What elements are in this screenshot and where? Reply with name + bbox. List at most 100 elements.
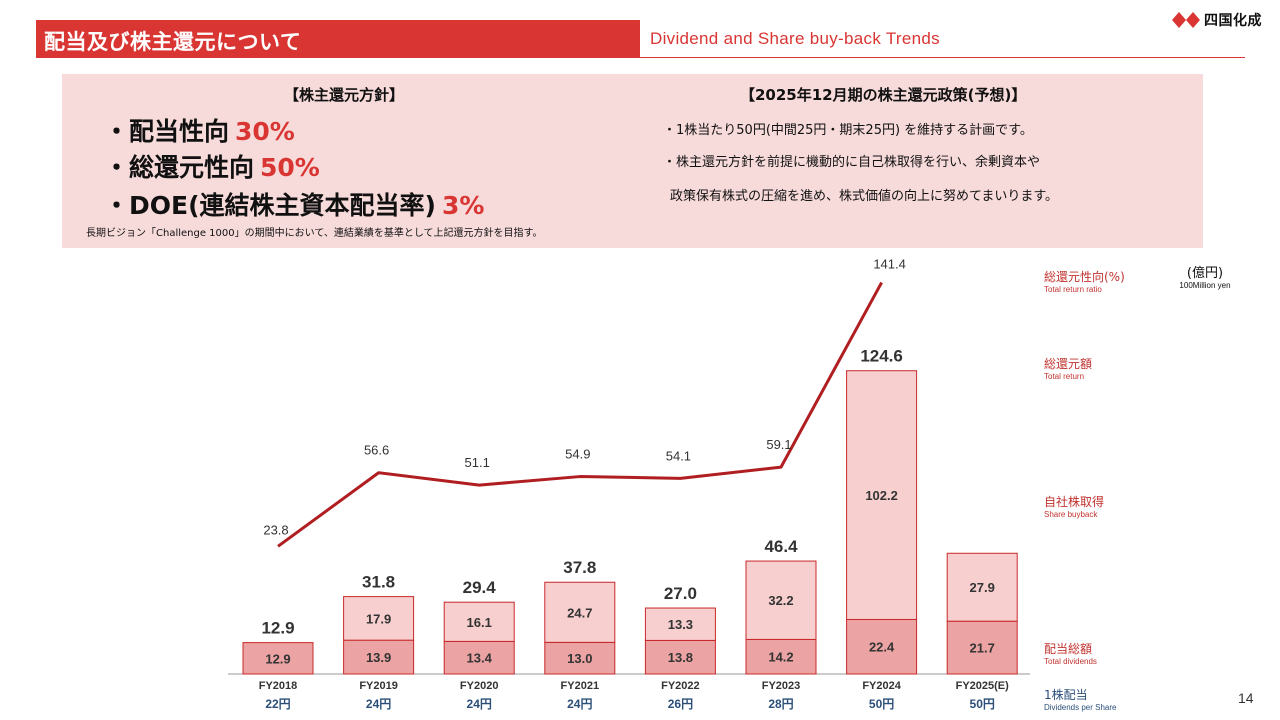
legend-total-return: 総還元額 Total return <box>1044 355 1092 381</box>
bar-dividend-label: 21.7 <box>970 641 995 656</box>
legend-total-dividends: 配当総額 Total dividends <box>1044 640 1097 666</box>
bar-dividend-label: 12.9 <box>265 651 290 666</box>
bar-dividend <box>544 641 616 675</box>
bar-total-label: 12.9 <box>261 619 294 638</box>
x-tick-label: FY2018 <box>259 680 298 692</box>
bar-buyback <box>846 370 918 620</box>
line-point-label: 23.8 <box>263 522 288 537</box>
legend-total-return-ratio: 総還元性向(%) Total return ratio <box>1044 268 1125 294</box>
policy-item-payout: ・配当性向 30% <box>104 112 295 148</box>
bar-dividend-label: 13.4 <box>467 651 493 666</box>
bar-buyback-label: 32.2 <box>768 593 793 608</box>
page-number: 14 <box>1238 690 1254 706</box>
logo-icon <box>1172 12 1200 28</box>
bar-dividend <box>343 639 415 675</box>
policy-item-label: ・配当性向 <box>104 117 230 146</box>
dps-label: 50円 <box>869 697 894 711</box>
bar-total-label: 37.8 <box>563 558 596 577</box>
line-total-return-ratio <box>277 281 883 548</box>
bar-total-label: 27.0 <box>664 584 697 603</box>
bar-dividend-label: 14.2 <box>768 650 793 665</box>
legend-label: 自社株取得 <box>1044 495 1105 509</box>
line-point-label: 141.4 <box>873 257 906 272</box>
x-tick-label: FY2023 <box>762 680 801 692</box>
legend-label-en: Total return ratio <box>1044 285 1102 294</box>
dps-label: 24円 <box>366 697 391 711</box>
unit-en: 100Million yen <box>1179 281 1231 290</box>
forecast-line-1: ・1株当たり50円(中間25円・期末25円) を維持する計画です。 <box>663 123 1033 138</box>
forecast-line-2: ・株主還元方針を前提に機動的に自己株取得を行い、余剰資本や <box>663 155 1041 170</box>
policy-item-value: 50% <box>260 153 320 182</box>
policy-box <box>62 74 1203 248</box>
title-underline <box>640 57 1245 58</box>
policy-heading: 【株主還元方針】 <box>284 86 405 104</box>
bar-buyback-label: 102.2 <box>865 488 898 503</box>
logo-text: 四国化成 <box>1204 13 1262 29</box>
legend-label: 総還元性向(%) <box>1044 270 1125 284</box>
bar-buyback <box>644 607 716 641</box>
forecast-heading: 【2025年12月期の株主還元政策(予想)】 <box>740 86 1027 104</box>
bar-buyback-label: 16.1 <box>467 615 492 630</box>
dps-label: 24円 <box>567 697 592 711</box>
legend-label: 総還元額 <box>1044 357 1093 371</box>
company-logo: 四国化成 <box>1172 10 1262 30</box>
legend-label-en: Total return <box>1044 372 1085 381</box>
line-point-label: 56.6 <box>364 443 389 458</box>
bar-buyback <box>343 596 415 641</box>
x-tick-label: FY2021 <box>561 680 600 692</box>
x-tick-label: FY2019 <box>359 680 398 692</box>
policy-item-label: ・総還元性向 <box>104 153 255 182</box>
page-title-english: Dividend and Share buy-back Trends <box>650 29 940 48</box>
unit-label: (億円) 100Million yen <box>1166 262 1244 290</box>
x-tick-label: FY2020 <box>460 680 499 692</box>
bar-dividend <box>242 642 314 675</box>
legend-label: 1株配当 <box>1044 688 1088 702</box>
line-point-label: 59.1 <box>766 437 791 452</box>
bar-buyback <box>443 601 515 642</box>
dps-label: 24円 <box>467 697 492 711</box>
x-tick-label: FY2022 <box>661 680 700 692</box>
dps-label: 22円 <box>265 697 290 711</box>
policy-item-doe: ・DOE(連結株主資本配当率) 3% <box>104 186 484 222</box>
bar-dividend-label: 13.9 <box>366 650 391 665</box>
bar-buyback <box>946 552 1018 622</box>
policy-item-total-return: ・総還元性向 50% <box>104 148 320 184</box>
policy-note: 長期ビジョン「Challenge 1000」の期間中において、連結業績を基準とし… <box>86 228 543 239</box>
policy-item-label: ・DOE(連結株主資本配当率) <box>104 191 436 220</box>
line-point-label: 51.1 <box>465 455 490 470</box>
dps-label: 50円 <box>970 697 995 711</box>
legend-label-en: Share buyback <box>1044 510 1098 519</box>
bar-dividend-label: 22.4 <box>869 640 895 655</box>
bar-buyback-label: 13.3 <box>668 617 693 632</box>
dps-label: 28円 <box>768 697 793 711</box>
bar-buyback <box>745 560 817 640</box>
bar-total-label: 31.8 <box>362 573 395 592</box>
title-bar <box>36 20 640 58</box>
x-tick-label: FY2025(E) <box>956 680 1010 692</box>
bar-dividend-label: 13.8 <box>668 650 693 665</box>
bar-dividend <box>745 638 817 675</box>
legend-label: 配当総額 <box>1044 642 1093 656</box>
legend-dps: 1株配当 Dividends per Share <box>1044 686 1116 712</box>
bar-dividend <box>443 640 515 675</box>
page-title: 配当及び株主還元について <box>44 30 302 54</box>
bar-total-label: 124.6 <box>860 347 903 366</box>
policy-item-value: 3% <box>441 191 485 220</box>
bar-buyback-label: 17.9 <box>366 611 391 626</box>
line-point-label: 54.9 <box>565 447 590 462</box>
x-tick-label: FY2024 <box>862 680 901 692</box>
bar-dividend <box>946 620 1018 675</box>
line-point-label: 54.1 <box>666 448 691 463</box>
bar-buyback <box>544 581 616 643</box>
bar-dividend-label: 13.0 <box>567 651 592 666</box>
unit-jp: (億円) <box>1186 266 1224 281</box>
legend-share-buyback: 自社株取得 Share buyback <box>1044 493 1104 519</box>
forecast-line-3: 政策保有株式の圧縮を進め、株式価値の向上に努めてまいります。 <box>670 189 1059 204</box>
policy-item-value: 30% <box>235 117 295 146</box>
bar-buyback-label: 27.9 <box>970 580 995 595</box>
bar-total-label: 29.4 <box>463 578 497 597</box>
bar-total-label: 46.4 <box>764 537 798 556</box>
legend-label-en: Dividends per Share <box>1044 703 1117 712</box>
bar-buyback-label: 24.7 <box>567 605 592 620</box>
